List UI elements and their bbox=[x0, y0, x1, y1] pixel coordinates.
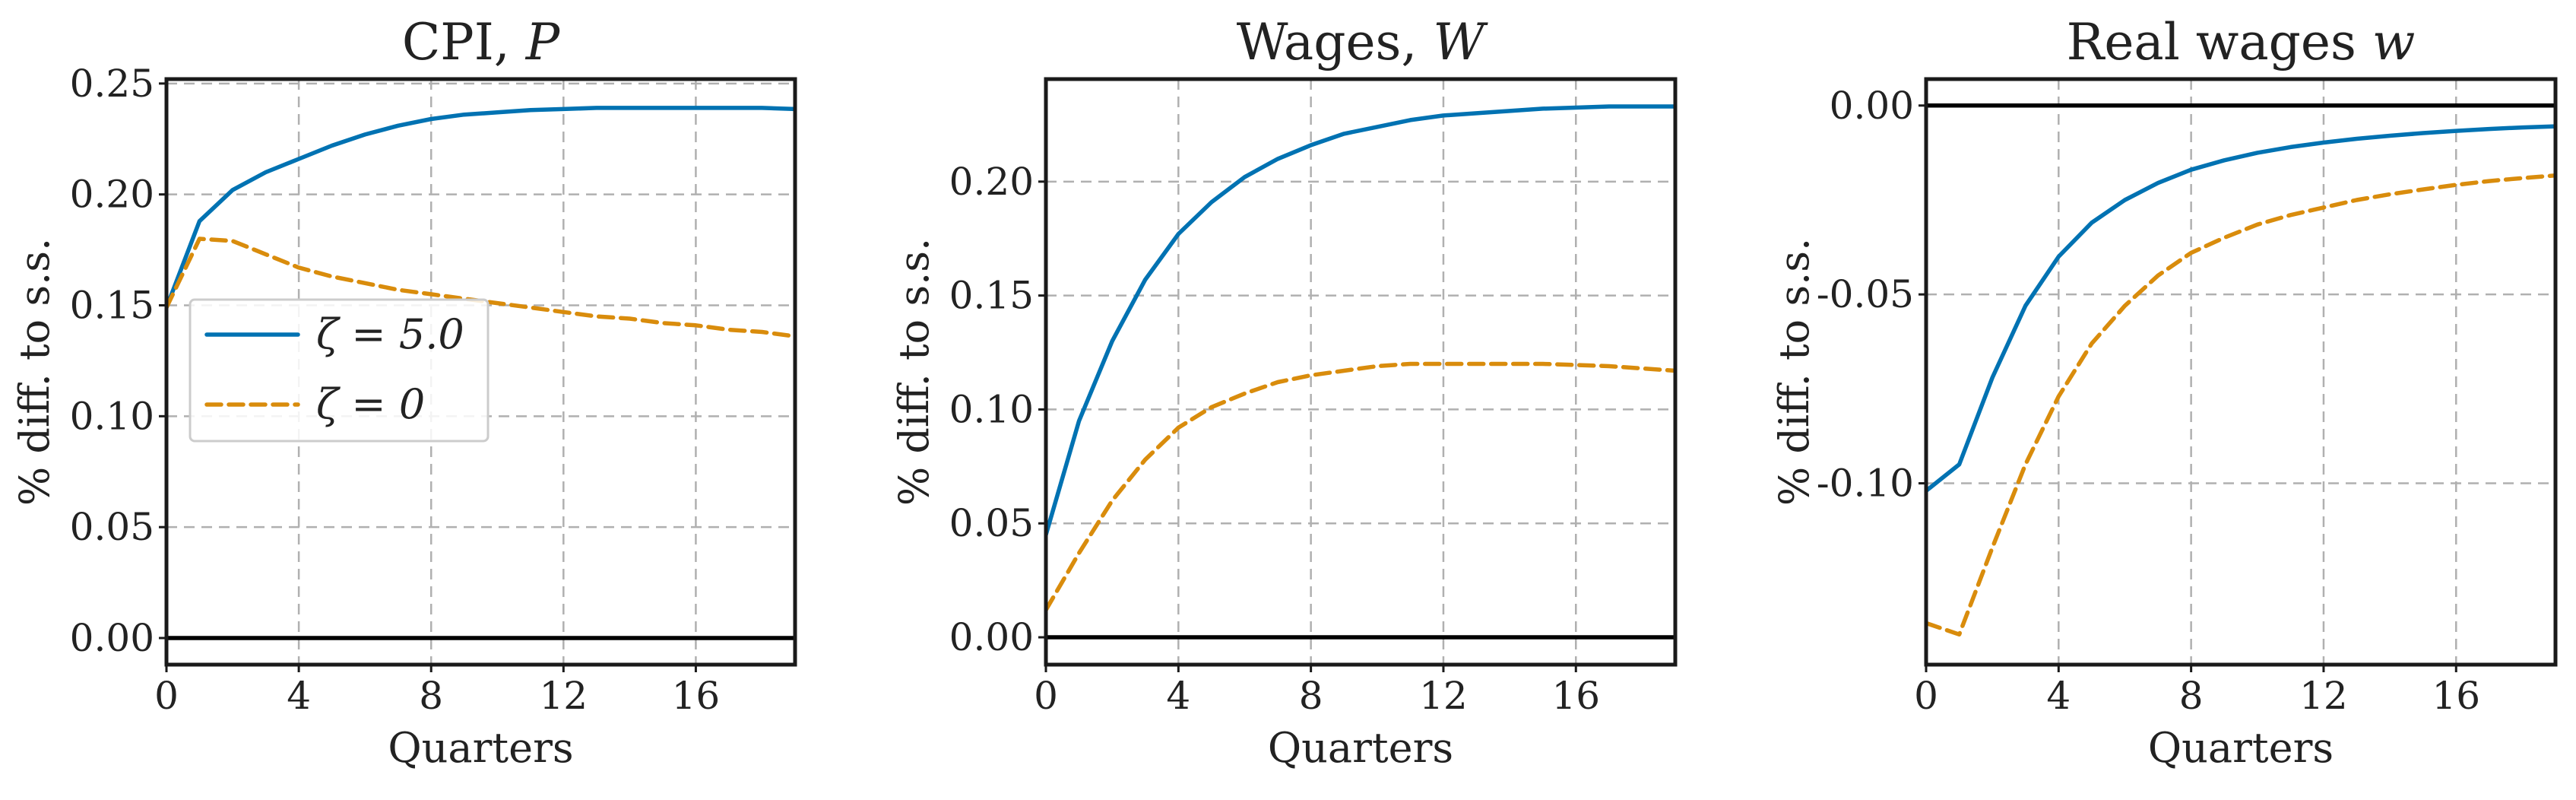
legend-label: ζ = 5.0 bbox=[316, 310, 464, 358]
panel-2-series-zeta-5 bbox=[1046, 104, 1675, 537]
y-tick-label: 0.05 bbox=[949, 501, 1034, 545]
panel-1-series-zeta-5 bbox=[166, 106, 795, 310]
panel-2-y-axis-label: % diff. to s.s. bbox=[890, 238, 938, 506]
x-tick-label: 0 bbox=[1914, 674, 1938, 718]
panel-3-y-axis-label: % diff. to s.s. bbox=[1770, 238, 1818, 506]
panel-3-series-zeta-5 bbox=[1926, 124, 2555, 494]
y-tick-label: -0.10 bbox=[1817, 462, 1914, 506]
y-tick-label: 0.00 bbox=[1830, 84, 1914, 128]
y-tick-label: 0.00 bbox=[70, 616, 154, 660]
legend-label: ζ = 0 bbox=[316, 380, 425, 428]
y-tick-label: -0.05 bbox=[1817, 272, 1914, 316]
panel-2: 0 4 8 12 16 0.00 0.05 0.10 0.15 0.20 Wages, W Quart… bbox=[890, 13, 1678, 772]
y-tick-label: 0.20 bbox=[949, 160, 1034, 204]
panel-1-frame bbox=[164, 77, 797, 667]
x-tick-label: 4 bbox=[1166, 674, 1190, 718]
y-tick-label: 0.15 bbox=[70, 284, 154, 328]
y-tick-label: 0.20 bbox=[70, 173, 154, 217]
panel-1-legend: ζ = 5.0 ζ = 0 bbox=[189, 298, 490, 443]
x-tick-label: 16 bbox=[2432, 674, 2480, 718]
x-tick-label: 0 bbox=[1034, 674, 1058, 718]
x-tick-label: 4 bbox=[287, 674, 311, 718]
x-tick-label: 4 bbox=[2046, 674, 2071, 718]
panel-2-title: Wages, W bbox=[1237, 13, 1489, 71]
y-tick-label: 0.10 bbox=[949, 387, 1034, 431]
panel-3-grid bbox=[1925, 79, 2555, 665]
y-tick-label: 0.10 bbox=[70, 394, 154, 438]
panel-3-frame bbox=[1924, 77, 2558, 667]
panel-1-title: CPI, P bbox=[402, 13, 561, 71]
x-tick-label: 16 bbox=[1551, 674, 1600, 718]
y-tick-label: 0.00 bbox=[949, 615, 1034, 659]
panel-3-series-zeta-0 bbox=[1926, 173, 2555, 637]
panel-3-title: Real wages w bbox=[2067, 13, 2416, 71]
panel-2-series-zeta-0 bbox=[1046, 361, 1675, 612]
panel-3: 0 4 8 12 16 0.00 -0.05 -0.10 Real wages w Quarter… bbox=[1770, 13, 2558, 772]
x-tick-label: 8 bbox=[419, 674, 443, 718]
y-tick-label: 0.25 bbox=[70, 62, 154, 106]
panel-1-x-axis-label: Quarters bbox=[388, 724, 573, 772]
y-tick-label: 0.05 bbox=[70, 505, 154, 549]
x-tick-label: 12 bbox=[540, 674, 588, 718]
y-tick-label: 0.15 bbox=[949, 274, 1034, 318]
x-tick-label: 8 bbox=[1299, 674, 1323, 718]
x-tick-label: 12 bbox=[1419, 674, 1468, 718]
panel-2-frame bbox=[1044, 77, 1678, 667]
panel-1: 0 4 8 12 16 0.00 0.05 0.10 0.15 0.20 0.25 CPI, P Qua… bbox=[11, 13, 797, 772]
x-tick-label: 0 bbox=[154, 674, 179, 718]
x-tick-label: 12 bbox=[2299, 674, 2348, 718]
panel-2-x-axis-label: Quarters bbox=[1268, 724, 1453, 772]
panel-2-grid bbox=[1044, 79, 1675, 665]
panel-3-x-axis-label: Quarters bbox=[2148, 724, 2334, 772]
panel-1-y-axis-label: % diff. to s.s. bbox=[11, 238, 59, 506]
x-tick-label: 8 bbox=[2179, 674, 2204, 718]
x-tick-label: 16 bbox=[672, 674, 721, 718]
